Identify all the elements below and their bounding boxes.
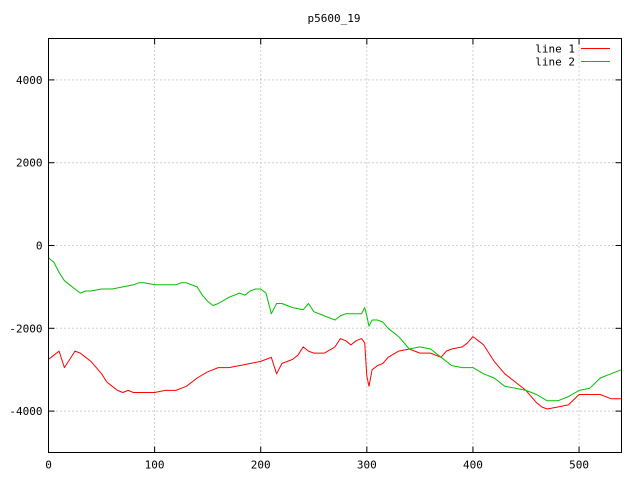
y-tick-label: 2000 — [16, 157, 43, 170]
y-tick-label: -2000 — [9, 322, 42, 335]
plot-frame — [48, 38, 622, 453]
legend-label-1: line 1 — [535, 43, 575, 56]
legend-label-2: line 2 — [535, 56, 575, 69]
x-tick-label: 400 — [463, 459, 483, 472]
series-line-2 — [48, 257, 622, 402]
y-tick-label: 0 — [36, 240, 43, 253]
x-tick-label: 0 — [45, 459, 52, 472]
x-tick-label: 300 — [357, 459, 377, 472]
series-line-1 — [48, 336, 622, 410]
series-group — [48, 257, 622, 410]
x-tick-label: 200 — [251, 459, 271, 472]
chart-title: p5600_19 — [308, 12, 361, 25]
y-tick-label: -4000 — [9, 405, 42, 418]
x-tick-label: 500 — [569, 459, 589, 472]
axis-ticks: 0 100 200 300 400 500 -4000 -2000 0 2000 4000 — [9, 38, 622, 472]
grid-lines — [48, 38, 622, 453]
y-tick-label: 4000 — [16, 74, 43, 87]
x-tick-label: 100 — [145, 459, 165, 472]
